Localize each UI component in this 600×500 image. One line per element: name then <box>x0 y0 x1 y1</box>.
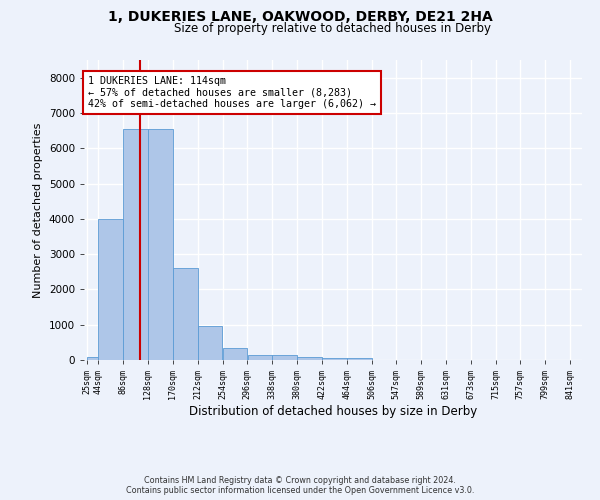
Bar <box>322 358 347 360</box>
Y-axis label: Number of detached properties: Number of detached properties <box>33 122 43 298</box>
Bar <box>223 348 247 360</box>
Bar <box>98 219 123 360</box>
Bar <box>148 129 173 360</box>
Bar <box>347 358 371 360</box>
Bar <box>198 326 223 360</box>
Text: 1, DUKERIES LANE, OAKWOOD, DERBY, DE21 2HA: 1, DUKERIES LANE, OAKWOOD, DERBY, DE21 2… <box>107 10 493 24</box>
Text: 1 DUKERIES LANE: 114sqm
← 57% of detached houses are smaller (8,283)
42% of semi: 1 DUKERIES LANE: 114sqm ← 57% of detache… <box>88 76 376 109</box>
Bar <box>248 355 272 360</box>
Bar <box>123 129 148 360</box>
X-axis label: Distribution of detached houses by size in Derby: Distribution of detached houses by size … <box>189 404 477 417</box>
Text: Contains HM Land Registry data © Crown copyright and database right 2024.
Contai: Contains HM Land Registry data © Crown c… <box>126 476 474 495</box>
Bar <box>297 358 322 360</box>
Bar <box>173 268 197 360</box>
Bar <box>87 358 98 360</box>
Title: Size of property relative to detached houses in Derby: Size of property relative to detached ho… <box>175 22 491 35</box>
Bar <box>272 356 297 360</box>
